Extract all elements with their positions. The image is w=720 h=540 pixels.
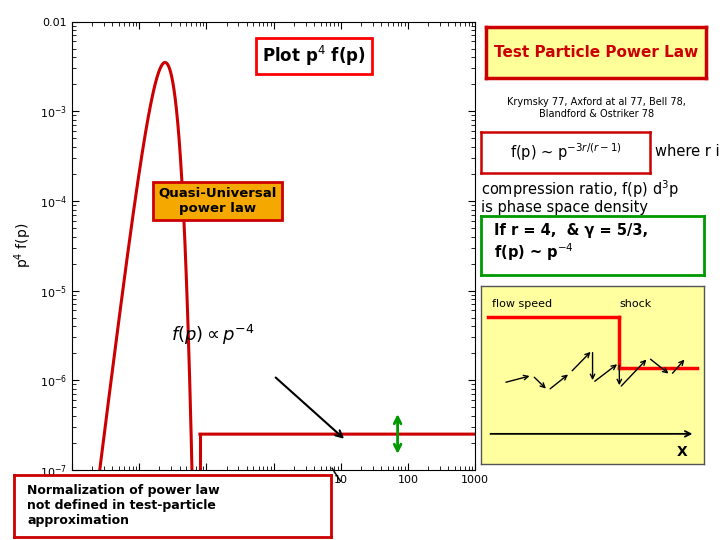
Y-axis label: p$^4$ f(p): p$^4$ f(p) [13,223,35,268]
Text: $\mathit{f}(\mathit{p}) \propto \mathit{p}^{-4}$: $\mathit{f}(\mathit{p}) \propto \mathit{… [171,323,255,347]
Text: shock: shock [619,299,652,309]
Text: where r is: where r is [655,144,720,159]
Text: f(p) ~ p$^{-3r/(r-1)}$: f(p) ~ p$^{-3r/(r-1)}$ [510,141,621,164]
Text: Normalization of power law
not defined in test-particle
approximation: Normalization of power law not defined i… [27,483,220,526]
Text: /: / [328,466,346,483]
Text: X: X [677,444,687,458]
Text: Plot p$^4$ f(p): Plot p$^4$ f(p) [262,44,366,68]
Text: If r = 4,  & γ = 5/3,
f(p) ~ p$^{-4}$: If r = 4, & γ = 5/3, f(p) ~ p$^{-4}$ [495,222,649,263]
Text: is phase space density: is phase space density [481,200,648,215]
Text: Krymsky 77, Axford at al 77, Bell 78,
Blandford & Ostriker 78: Krymsky 77, Axford at al 77, Bell 78, Bl… [507,97,685,119]
Text: flow speed: flow speed [492,299,552,309]
Text: Test Particle Power Law: Test Particle Power Law [494,45,698,60]
Text: Quasi-Universal
power law: Quasi-Universal power law [158,187,276,215]
X-axis label: p / (m$_p$ c): p / (m$_p$ c) [240,497,307,516]
Text: compression ratio, f(p) d$^3$p: compression ratio, f(p) d$^3$p [481,178,679,200]
